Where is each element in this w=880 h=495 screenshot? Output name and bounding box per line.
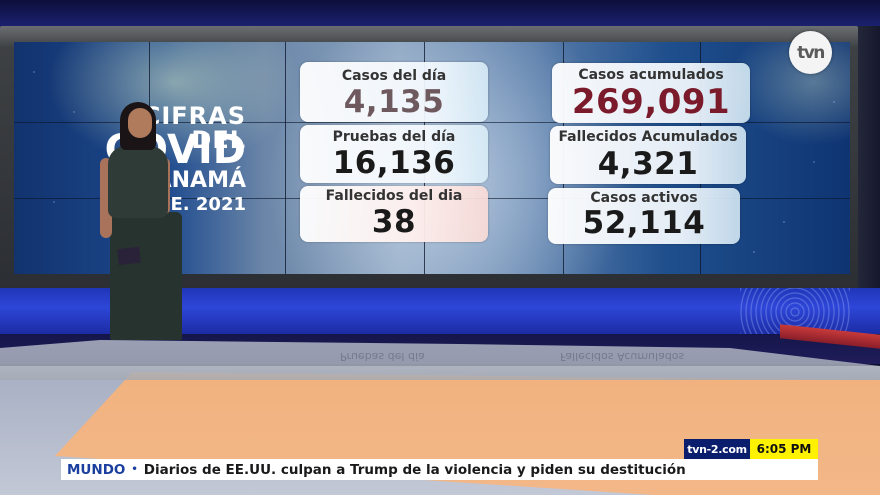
stat-value: 16,136 [332, 145, 456, 181]
presenter-legs [110, 212, 182, 340]
bullet-separator-icon: • [131, 464, 138, 475]
presenter-notecard [117, 246, 141, 266]
stat-card-daily-cases: Casos del día 4,135 [300, 62, 488, 122]
ticker-headline: Diarios de EE.UU. culpan a Trump de la v… [143, 461, 686, 478]
glass-reflection-text: Pruebas del día [340, 350, 425, 363]
glass-reflection-text: Fallecidos Acumulados [560, 350, 685, 363]
stat-value: 269,091 [571, 82, 731, 122]
stat-label: Casos del día [341, 68, 447, 84]
tvn-logo: tvn [789, 31, 832, 74]
stat-card-daily-deaths: Fallecidos del dia 38 [300, 186, 488, 242]
stat-label: Casos activos [590, 190, 698, 206]
stat-label: Casos acumulados [578, 67, 724, 83]
news-presenter [98, 100, 188, 340]
stat-value: 38 [371, 204, 417, 240]
title-line-1: CIFRAS DEL [142, 102, 246, 154]
stat-card-daily-tests: Pruebas del día 16,136 [300, 125, 488, 183]
stat-value: 4,135 [343, 84, 445, 120]
screen-seam [285, 42, 286, 274]
stat-value: 4,321 [597, 146, 699, 182]
news-ticker-bar: MUNDO • Diarios de EE.UU. culpan a Trump… [61, 459, 818, 480]
stat-card-active-cases: Casos activos 52,114 [548, 188, 740, 244]
stat-value: 52,114 [582, 205, 706, 241]
time-badge: 6:05 PM [750, 439, 818, 459]
stat-label: Fallecidos del dia [325, 188, 463, 204]
stat-card-cumulative-cases: Casos acumulados 269,091 [552, 63, 750, 123]
website-badge: tvn-2.com [684, 439, 750, 459]
screen-seam [14, 122, 850, 123]
logo-text: tvn [797, 42, 825, 63]
presenter-torso [108, 146, 168, 218]
stat-label: Pruebas del día [332, 129, 456, 145]
presenter-face [128, 108, 152, 138]
ticker-category: MUNDO [67, 461, 126, 478]
stat-card-cumulative-deaths: Fallecidos Acumulados 4,321 [550, 126, 746, 184]
stat-label: Fallecidos Acumulados [558, 129, 738, 145]
